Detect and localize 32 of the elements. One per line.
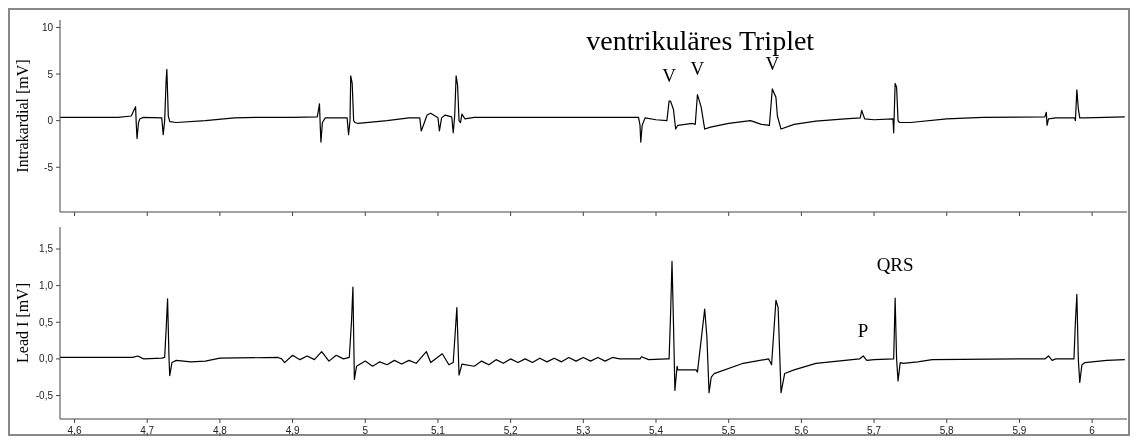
y-tick-label: 0,5 [39, 316, 54, 328]
y-axis-title: Lead I [mV] [14, 283, 31, 363]
annotation: V [690, 58, 705, 80]
y-tick-label: 1,0 [39, 280, 54, 292]
y-tick-label: 5 [47, 68, 54, 80]
y-tick-label: -5 [44, 161, 54, 173]
x-tick-label: 5,6 [794, 425, 809, 436]
annotation: ventrikuläres Triplet [586, 24, 815, 56]
y-tick-label: 0,0 [39, 353, 54, 365]
x-tick-label: 4,9 [285, 425, 300, 436]
x-tick-label: 4,6 [67, 425, 82, 436]
x-tick-label: 5,4 [649, 425, 664, 436]
x-tick-label: 5,8 [939, 425, 955, 436]
annotation: P [857, 319, 869, 341]
annotation: V [662, 64, 677, 86]
y-tick-label: 0 [47, 115, 54, 127]
x-tick-label: 5,3 [576, 425, 591, 436]
y-tick-label: 1,5 [39, 243, 54, 255]
line-series [59, 260, 1126, 394]
y-tick-label: 10 [41, 21, 54, 33]
x-tick-label: 5,7 [867, 425, 882, 436]
x-tick-label: 4,8 [212, 425, 228, 436]
x-tick-label: 4,7 [140, 425, 155, 436]
x-tick-label: 5,9 [1012, 425, 1027, 436]
x-tick-label: 6 [1089, 425, 1096, 436]
y-tick-label: -0,5 [35, 390, 54, 402]
x-tick-label: 5,5 [721, 425, 737, 436]
x-tick-label: 5 [362, 425, 369, 436]
y-axis-title: Intrakardial [mV] [14, 59, 31, 173]
x-tick-label: 5,1 [431, 425, 446, 436]
annotation: QRS [876, 253, 914, 275]
x-tick-label: 5,2 [503, 425, 519, 436]
